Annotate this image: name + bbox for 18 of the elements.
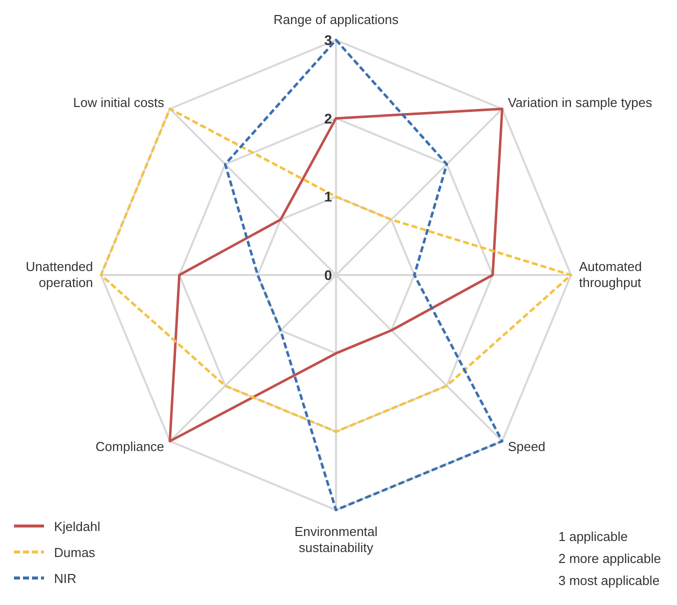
legend-label: Dumas — [54, 544, 96, 560]
spoke-label: Compliance — [96, 438, 164, 454]
spoke-label: Speed — [508, 438, 546, 454]
spoke-label: Variation in sample types — [508, 95, 653, 110]
text: 2 more applicable — [558, 551, 661, 568]
text: 1 applicable — [558, 529, 629, 546]
legend-label: NIR — [54, 570, 76, 586]
spoke-label: Range of applications — [273, 12, 400, 27]
y-tick-label: 3 — [324, 32, 332, 48]
spoke-label: Environmental sustainability — [294, 524, 378, 555]
y-tick-label: 1 — [324, 188, 332, 205]
y-tick-label: 0 — [324, 267, 332, 283]
spoke-label: Automated throughput — [579, 259, 642, 290]
spoke-label: Unattended operation — [26, 259, 93, 290]
y-tick-label: 2 — [324, 110, 332, 126]
text: 3 most applicable — [558, 573, 661, 590]
spoke-label: Low initial costs — [73, 95, 165, 110]
legend-label: Kjeldahl — [54, 518, 100, 534]
